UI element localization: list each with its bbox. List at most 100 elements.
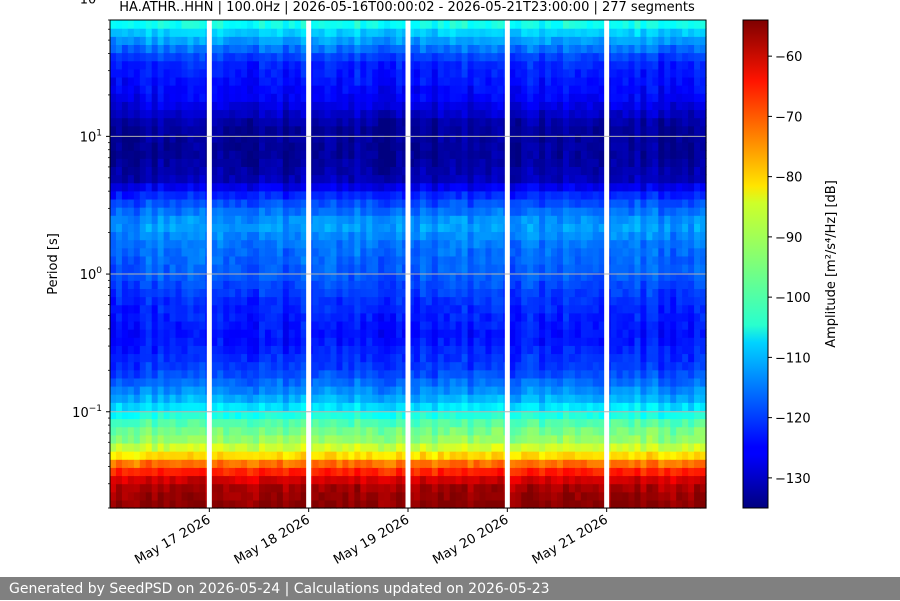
heatmap-cell — [223, 329, 230, 338]
heatmap-cell — [282, 386, 290, 395]
heatmap-cell — [151, 93, 159, 102]
heatmap-cell — [264, 459, 272, 468]
heatmap-cell — [241, 329, 248, 338]
heatmap-cell — [551, 223, 558, 233]
heatmap-cell — [461, 475, 469, 485]
heatmap-cell — [115, 117, 123, 127]
heatmap-cell — [545, 174, 552, 184]
heatmap-cell — [473, 361, 481, 371]
heatmap-cell — [366, 20, 373, 29]
heatmap-cell — [509, 345, 516, 355]
heatmap-cell — [253, 101, 260, 111]
heatmap-cell — [509, 353, 516, 363]
heatmap-cell — [163, 296, 171, 306]
heatmap-cell — [253, 264, 260, 273]
heatmap-cell — [253, 223, 260, 233]
heatmap-cell — [396, 264, 403, 273]
heatmap-cell — [419, 337, 427, 346]
heatmap-cell — [533, 483, 540, 493]
heatmap-cell — [264, 125, 272, 135]
heatmap-cell — [127, 215, 135, 224]
heatmap-cell — [157, 312, 165, 322]
heatmap-cell — [270, 426, 278, 436]
heatmap-cell — [163, 223, 171, 233]
heatmap-cell — [318, 125, 326, 135]
heatmap-cell — [151, 76, 159, 86]
heatmap-cell — [372, 28, 379, 37]
heatmap-cell — [408, 337, 415, 346]
heatmap-cell — [163, 312, 171, 322]
heatmap-cell — [157, 491, 165, 501]
heatmap-cell — [276, 68, 284, 78]
heatmap-cell — [157, 264, 165, 273]
heatmap-cell — [598, 280, 606, 289]
heatmap-cell — [163, 198, 171, 208]
heatmap-cell — [294, 304, 302, 314]
heatmap-cell — [515, 467, 522, 477]
heatmap-cell — [521, 231, 528, 241]
heatmap-cell — [354, 190, 361, 200]
heatmap-cell — [235, 329, 242, 338]
heatmap-cell — [574, 418, 582, 428]
heatmap-cell — [169, 223, 177, 233]
heatmap-cell — [169, 150, 177, 159]
heatmap-cell — [413, 459, 421, 468]
heatmap-cell — [425, 109, 433, 119]
heatmap-cell — [419, 117, 427, 127]
heatmap-cell — [408, 296, 415, 306]
heatmap-cell — [413, 198, 421, 208]
heatmap-cell — [288, 28, 296, 37]
heatmap-cell — [384, 434, 391, 444]
heatmap-cell — [259, 142, 266, 151]
heatmap-cell — [419, 467, 427, 477]
heatmap-cell — [187, 296, 195, 306]
heatmap-cell — [115, 426, 123, 436]
heatmap-cell — [592, 442, 600, 452]
heatmap-cell — [163, 272, 171, 281]
heatmap-cell — [121, 288, 129, 298]
heatmap-cell — [449, 491, 457, 501]
heatmap-cell — [539, 85, 546, 94]
heatmap-cell — [318, 337, 326, 346]
heatmap-cell — [288, 418, 296, 428]
heatmap-cell — [384, 353, 391, 363]
heatmap-cell — [431, 329, 439, 338]
heatmap-cell — [455, 76, 463, 86]
heatmap-cell — [360, 36, 367, 45]
heatmap-cell — [574, 28, 582, 37]
heatmap-cell — [396, 296, 403, 306]
heatmap-cell — [461, 272, 469, 281]
heatmap-cell — [330, 44, 338, 54]
heatmap-cell — [253, 36, 260, 45]
heatmap-cell — [396, 247, 403, 257]
heatmap-cell — [330, 207, 338, 216]
heatmap-cell — [300, 109, 308, 119]
heatmap-cell — [521, 198, 528, 208]
heatmap-cell — [181, 239, 189, 249]
heatmap-cell — [443, 353, 451, 363]
heatmap-cell — [497, 125, 504, 135]
heatmap-cell — [121, 166, 129, 176]
heatmap-cell — [580, 369, 588, 379]
heatmap-cell — [562, 345, 570, 355]
heatmap-cell — [396, 377, 403, 387]
heatmap-cell — [551, 231, 558, 241]
heatmap-cell — [127, 467, 135, 477]
heatmap-cell — [163, 442, 171, 452]
heatmap-cell — [592, 264, 600, 273]
heatmap-cell — [592, 475, 600, 485]
heatmap-cell — [318, 215, 326, 224]
heatmap-cell — [408, 459, 415, 468]
heatmap-cell — [217, 483, 224, 493]
heatmap-cell — [253, 369, 260, 379]
heatmap-cell — [419, 207, 427, 216]
heatmap-cell — [545, 109, 552, 119]
heatmap-cell — [413, 467, 421, 477]
heatmap-cell — [437, 418, 445, 428]
heatmap-cell — [545, 483, 552, 493]
heatmap-cell — [169, 377, 177, 387]
heatmap-cell — [408, 158, 415, 167]
heatmap-cell — [384, 361, 391, 371]
heatmap-cell — [521, 442, 528, 452]
heatmap-cell — [521, 288, 528, 298]
